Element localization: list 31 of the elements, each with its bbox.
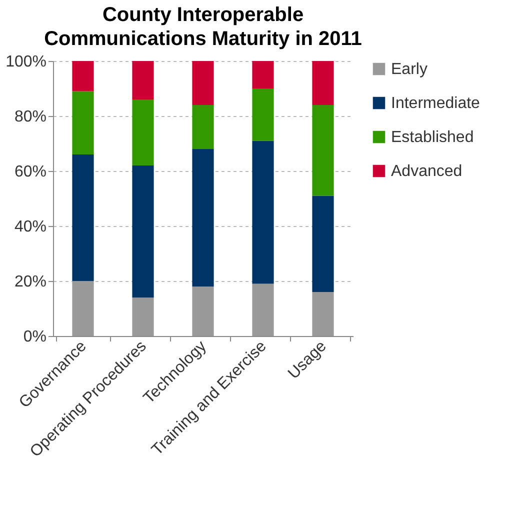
bar xyxy=(312,105,334,196)
bar xyxy=(312,196,334,292)
bar xyxy=(252,61,274,88)
bar xyxy=(72,281,94,336)
bar xyxy=(192,286,214,336)
bar xyxy=(252,284,274,336)
bar xyxy=(312,292,334,336)
bar xyxy=(192,105,214,149)
bar xyxy=(192,149,214,286)
bar xyxy=(312,61,334,105)
legend-label: Intermediate xyxy=(391,95,480,112)
chart-title: County Interoperable Communications Maturity in 2011 xyxy=(44,4,362,50)
bar xyxy=(72,154,94,281)
bar xyxy=(132,61,154,100)
legend-label: Advanced xyxy=(391,163,462,180)
y-tick-label: 20% xyxy=(14,274,46,290)
bar xyxy=(132,166,154,298)
bar xyxy=(132,100,154,166)
y-tick-label: 0% xyxy=(23,328,46,346)
y-tick-label: 80% xyxy=(14,108,46,126)
bar xyxy=(132,298,154,336)
bar xyxy=(72,91,94,154)
bar xyxy=(72,61,94,92)
y-tick-label: 100% xyxy=(6,54,46,70)
bar xyxy=(252,88,274,141)
legend-label: Established xyxy=(391,129,474,146)
y-tick-label: 60% xyxy=(14,164,46,180)
bar xyxy=(252,140,274,284)
legend-label: Early xyxy=(391,61,428,78)
bar xyxy=(192,61,214,105)
y-tick-label: 40% xyxy=(14,218,46,236)
